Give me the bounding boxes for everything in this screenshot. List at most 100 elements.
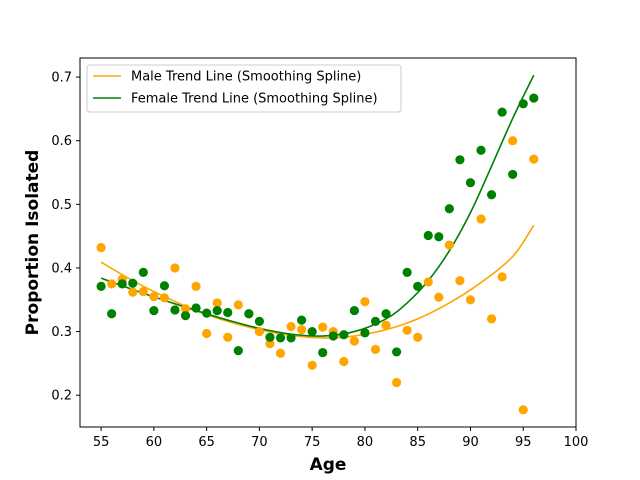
y-axis: 0.2 0.3 0.4 0.5 0.6 0.7 [51,71,80,404]
y-tick-label: 0.7 [51,71,72,86]
x-tick-label: 65 [198,435,215,450]
female-point [455,155,465,165]
female-point [508,169,518,180]
male-point [159,293,170,303]
female-point [212,305,222,316]
male-point [349,336,359,346]
female-point [413,281,423,291]
female-point [402,267,412,278]
female-point [159,281,170,291]
x-tick-label: 75 [304,435,321,450]
y-tick-label: 0.3 [51,325,72,340]
male-point [254,326,265,337]
male-point [529,154,539,164]
male-trend-line [100,224,535,339]
male-point [444,240,454,250]
male-point [202,328,212,339]
y-tick-label: 0.2 [51,389,72,404]
male-point [128,287,138,297]
male-point [508,136,518,146]
female-point [307,326,317,337]
male-point [96,242,106,253]
male-point [497,272,507,282]
male-point [381,320,391,330]
male-point [465,295,476,305]
legend: Male Trend Line (Smoothing Spline) Femal… [86,64,402,113]
female-point [328,331,338,341]
female-point [96,281,106,291]
plot-frame [79,57,577,428]
y-tick-label: 0.5 [51,198,72,213]
female-point [497,107,507,117]
female-point [339,330,349,340]
female-point [244,309,254,319]
female-point [275,333,286,343]
legend-label-male: Male Trend Line (Smoothing Spline) [131,70,361,85]
female-point [465,178,476,188]
x-axis: 55 60 65 70 75 80 85 90 95 100 [93,427,589,450]
female-point [117,279,127,289]
legend-label-female: Female Trend Line (Smoothing Spline) [131,92,378,107]
male-point [223,332,233,342]
female-point [476,145,486,155]
female-point [138,267,148,278]
female-point [202,308,212,318]
scatter-points [96,93,539,415]
x-tick-label: 90 [462,435,479,450]
x-tick-label: 70 [251,435,268,450]
male-point [518,405,528,415]
x-axis-title: Age [310,455,347,475]
female-point [233,346,243,356]
x-tick-label: 80 [357,435,374,450]
male-point [297,325,307,335]
female-point [349,305,359,316]
female-point [381,309,391,319]
female-point [180,311,191,321]
female-point [297,315,307,325]
female-point [286,333,296,343]
female-point [486,190,497,200]
female-point [318,347,328,358]
female-point [529,93,539,103]
y-tick-label: 0.4 [51,261,72,276]
female-point [360,328,370,338]
male-point [138,286,148,297]
female-point [434,232,444,242]
male-point [339,356,349,367]
x-tick-label: 100 [564,435,589,450]
female-point [191,303,201,313]
y-axis-title: Proportion Isolated [23,150,43,336]
x-tick-label: 85 [409,435,426,450]
y-tick-label: 0.6 [51,134,72,149]
female-point [370,316,381,326]
male-point [318,322,328,332]
female-point [107,309,117,319]
male-point [476,214,486,224]
female-point [223,307,233,318]
male-point [370,344,381,354]
male-point [180,304,191,314]
female-point [170,305,180,315]
female-point [254,316,265,326]
female-point [265,332,275,342]
male-point [170,263,180,273]
male-point [149,291,159,302]
male-point [265,339,275,349]
x-tick-label: 95 [515,435,532,450]
male-point [360,297,370,307]
male-point [434,292,444,302]
male-point [413,332,423,342]
x-tick-label: 60 [146,435,163,450]
male-point [286,321,296,332]
female-point [391,347,402,357]
male-point [233,300,243,310]
female-point [128,278,138,288]
x-tick-label: 55 [93,435,110,450]
male-point [307,360,317,370]
male-point [423,277,433,287]
female-point [518,99,528,109]
male-point [391,377,402,388]
female-point [444,204,454,214]
male-point [212,298,222,308]
